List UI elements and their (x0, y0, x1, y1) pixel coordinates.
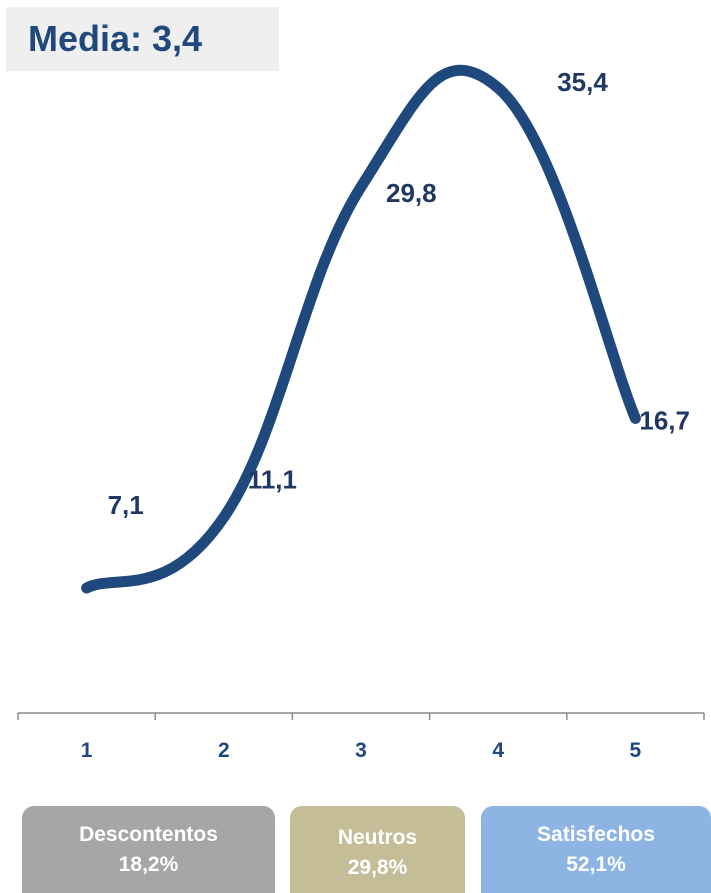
series-line (81, 64, 641, 594)
group-descontentos-box: Descontentos 18,2% (22, 806, 275, 893)
x-axis (17, 712, 705, 720)
mean-score-box: Media: 3,4 (6, 7, 279, 71)
data-label-5: 16,7 (639, 405, 690, 435)
group-descontentos-label: Descontentos (79, 823, 218, 847)
group-neutros-value: 29,8% (347, 855, 408, 879)
line-chart: 7,1 11,1 29,8 35,4 16,7 1 2 3 4 5 (17, 64, 705, 762)
mean-score-text: Media: 3,4 (28, 18, 203, 59)
x-tick-labels: 1 2 3 4 5 (81, 739, 642, 762)
x-tick-label-5: 5 (630, 739, 642, 762)
x-tick-label-2: 2 (218, 739, 230, 762)
group-descontentos-value: 18,2% (118, 852, 179, 876)
group-satisfechos-label: Satisfechos (537, 823, 655, 847)
data-label-2: 11,1 (248, 464, 297, 494)
data-labels: 7,1 11,1 29,8 35,4 16,7 (108, 67, 690, 520)
group-satisfechos-value: 52,1% (566, 852, 626, 876)
data-label-3: 29,8 (386, 178, 437, 208)
series-line-layer (81, 64, 641, 594)
group-neutros-box: Neutros 29,8% (290, 806, 465, 893)
x-tick-label-4: 4 (492, 739, 504, 762)
data-label-1: 7,1 (108, 490, 144, 520)
group-neutros-label: Neutros (337, 826, 418, 850)
data-label-4: 35,4 (557, 67, 608, 97)
group-satisfechos-box: Satisfechos 52,1% (481, 806, 711, 893)
x-tick-label-3: 3 (355, 739, 367, 762)
x-tick-label-1: 1 (81, 739, 93, 762)
